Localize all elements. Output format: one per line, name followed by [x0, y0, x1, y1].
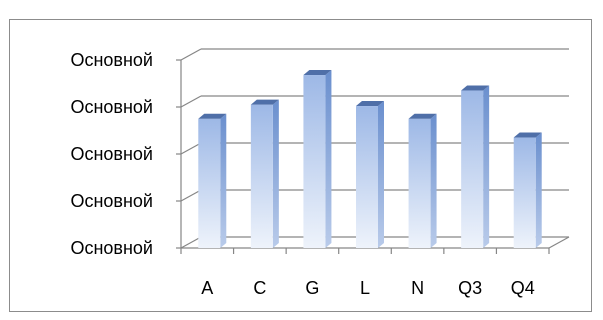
bar-top: [303, 70, 332, 76]
bar-side: [535, 132, 542, 248]
bar: [303, 70, 332, 248]
bar: [356, 101, 384, 248]
y-tick-label: Основной: [70, 97, 153, 117]
floor-edge: [548, 236, 570, 249]
x-tick-label: L: [360, 278, 370, 298]
x-tick-labels: A C G L N Q3 Q4: [201, 278, 534, 298]
y-tick-label: Основной: [70, 191, 153, 211]
bar-front: [461, 90, 484, 248]
gridline-depth: [180, 48, 202, 61]
bar-top: [250, 99, 279, 105]
x-tick-label: A: [201, 278, 213, 298]
gridline-depth: [180, 236, 202, 249]
chart-frame: [9, 19, 592, 312]
y-tick-labels: Основной Основной Основной Основной Основной: [70, 50, 153, 258]
y-tick-label: Основной: [70, 238, 153, 258]
bar-side: [483, 85, 490, 248]
bar: [408, 113, 437, 248]
bar-side: [430, 113, 437, 248]
gridline-depth: [180, 95, 202, 108]
bar-front: [513, 137, 536, 248]
gridline-depth: [180, 142, 202, 155]
bar: [198, 113, 227, 248]
bar: [461, 85, 490, 248]
bar-front: [250, 104, 273, 249]
bar-front: [408, 118, 431, 248]
bar-side: [220, 113, 227, 248]
gridline-depth: [180, 189, 202, 202]
bar-top: [198, 113, 227, 119]
bar-front: [198, 118, 221, 248]
bar-side: [325, 70, 332, 248]
bars-layer: [198, 70, 542, 249]
bar-side: [378, 101, 384, 248]
bar-front: [303, 75, 326, 248]
bar-top: [356, 101, 384, 107]
bar-top: [461, 85, 490, 91]
x-tick-label: Q4: [511, 278, 535, 298]
x-tick-label: C: [253, 278, 266, 298]
x-tick-label: G: [305, 278, 319, 298]
x-tick-label: Q3: [458, 278, 482, 298]
bar-top: [408, 113, 437, 119]
bar-side: [272, 99, 279, 249]
x-tick-label: N: [411, 278, 424, 298]
bar-front: [356, 106, 378, 248]
y-tick-label: Основной: [70, 144, 153, 164]
bar-top: [513, 132, 542, 138]
bar: [250, 99, 279, 249]
bar: [513, 132, 542, 248]
y-tick-label: Основной: [70, 50, 153, 70]
